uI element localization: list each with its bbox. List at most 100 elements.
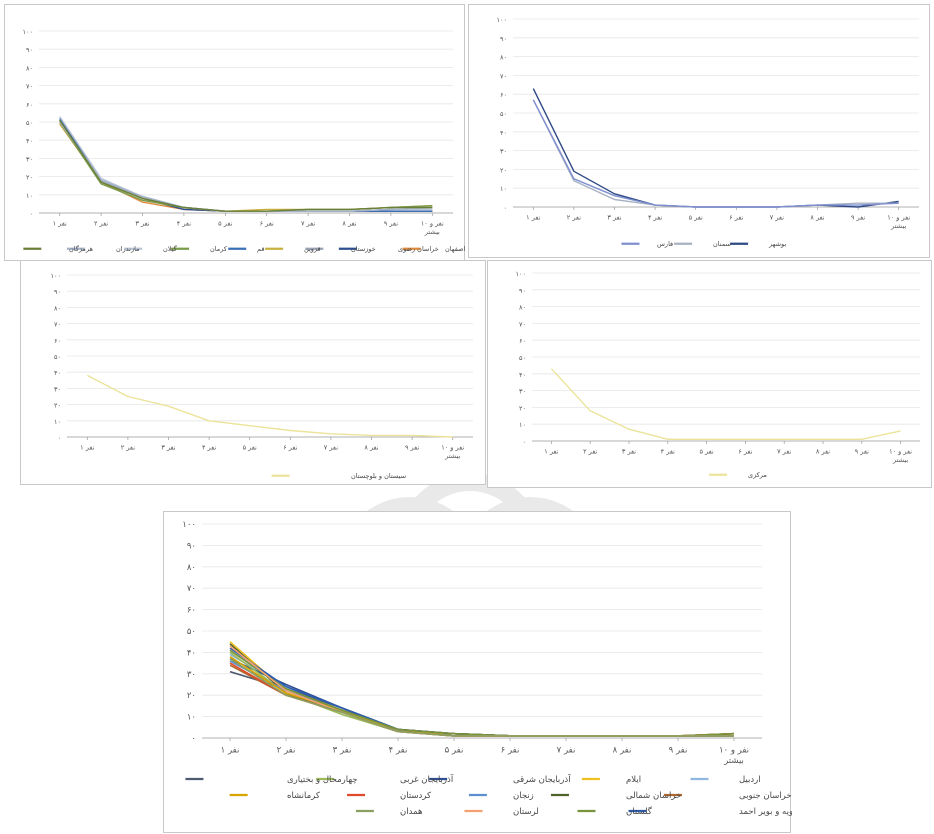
series-line <box>59 123 433 212</box>
x-tick-label: ۷ نفر <box>777 448 791 456</box>
x-tick-label: ۱ نفر <box>544 448 558 456</box>
legend-label: خراسان رضوی <box>398 245 439 253</box>
x-tick-label: ۶ نفر <box>283 444 297 452</box>
series-line <box>532 99 899 208</box>
series-line <box>59 121 433 212</box>
y-tick-label: ۵۰ <box>187 627 196 637</box>
chart-panel-middle-left: ۰ ۱۰ ۲۰ ۳۰ ۴۰ ۵۰ ۶۰ ۷۰ ۸۰ ۹۰ ۱۰۰ ۱ نفر ۲ نفر ۳ نفر ۴ ن… <box>20 260 486 485</box>
y-tick-label: ۱۰۰ <box>516 270 526 278</box>
legend-label: مرکزی <box>748 471 767 479</box>
x-tick-label: ۱۰ نفر و بیشتر <box>441 444 464 461</box>
x-tick-label: ۸ نفر <box>810 214 824 222</box>
y-tick-label: ۹۰ <box>500 35 507 43</box>
series-line <box>550 368 901 440</box>
chart-panel-middle-right: ۰ ۱۰ ۲۰ ۳۰ ۴۰ ۵۰ ۶۰ ۷۰ ۸۰ ۹۰ ۱۰۰ ۱ نفر ۲ نفر ۳ نفر ۴ ن… <box>487 260 932 488</box>
y-tick-label: ۳۰ <box>500 148 507 156</box>
y-tick-label: ۰ <box>523 438 527 446</box>
y-tick-label: ۳۰ <box>519 388 526 396</box>
x-tick-label: ۳ نفر <box>333 746 352 756</box>
y-tick-label: ۱۰ <box>187 713 196 723</box>
legend-label: سیستان و بلوچستان <box>351 472 406 480</box>
legend-label: خوزستان <box>351 245 376 253</box>
chart-panel-top-left: ۰ ۱۰ ۲۰ ۳۰ ۴۰ ۵۰ ۶۰ ۷۰ ۸۰ ۹۰ ۱۰۰ ۱ نفر ۲ نفر ۳ نفر ۴ ن… <box>4 4 466 261</box>
chart-panel-top-right: ۰ ۱۰ ۲۰ ۳۰ ۴۰ ۵۰ ۶۰ ۷۰ ۸۰ ۹۰ ۱۰۰ ۱ نفر ۲ نفر ۳ نفر ۴ ن… <box>468 4 930 258</box>
x-tick-label: ۵ نفر <box>689 214 703 222</box>
series-line <box>229 645 734 737</box>
legend-label: آذربایجان غربی <box>400 773 454 785</box>
y-tick-label: ۱۰۰ <box>23 28 33 36</box>
line-chart-middle-left: ۰ ۱۰ ۲۰ ۳۰ ۴۰ ۵۰ ۶۰ ۷۰ ۸۰ ۹۰ ۱۰۰ ۱ نفر ۲ نفر ۳ نفر ۴ ن… <box>51 272 473 480</box>
y-tick-label: ۱۰ <box>54 418 61 426</box>
x-tick-label: ۷ نفر <box>770 214 784 222</box>
x-tick-label: ۴ نفر <box>202 444 216 452</box>
legend-label: زنجان <box>513 791 534 801</box>
y-tick-label: ۰ <box>30 210 34 218</box>
legend-label: خراسان جنوبی <box>739 791 792 801</box>
line-chart-top-left: ۰ ۱۰ ۲۰ ۳۰ ۴۰ ۵۰ ۶۰ ۷۰ ۸۰ ۹۰ ۱۰۰ ۱ نفر ۲ نفر ۳ نفر ۴ ن… <box>23 28 466 253</box>
x-tick-label: ۹ نفر <box>384 220 398 228</box>
x-tick-label: ۸ نفر <box>342 220 356 228</box>
series-line <box>229 643 734 737</box>
y-tick-label: ۴۰ <box>26 137 33 145</box>
legend-label: اصفهان <box>445 245 466 253</box>
legend-label: مازندران <box>116 245 140 253</box>
x-tick-label: ۱۰ نفر و بیشتر <box>889 448 912 465</box>
x-tick-label: ۸ نفر <box>613 746 632 756</box>
x-tick-label: ۵ نفر <box>218 220 232 228</box>
y-tick-label: ۹۰ <box>187 541 196 551</box>
y-tick-label: ۰ <box>504 204 508 212</box>
chart-panel-bottom: ۰ ۱۰ ۲۰ ۳۰ ۴۰ ۵۰ ۶۰ ۷۰ ۸۰ ۹۰ ۱۰۰ ۱ نفر ۲ نفر ۳ نفر ۴ ن… <box>163 511 792 833</box>
series-line <box>59 121 433 212</box>
x-tick-label: ۴ نفر <box>177 220 191 228</box>
y-tick-label: ۷۰ <box>26 83 33 91</box>
x-tick-label: ۶ نفر <box>729 214 743 222</box>
x-tick-label: ۱ نفر <box>526 214 540 222</box>
x-tick-label: ۱۰ نفر و بیشتر <box>719 746 749 767</box>
x-tick-label: ۱۰ نفر و بیشتر <box>421 220 444 237</box>
legend-label: فارس <box>657 240 673 248</box>
x-tick-label: ۷ نفر <box>557 746 576 756</box>
legend-label: کردستان <box>400 791 432 801</box>
x-tick-label: ۲ نفر <box>94 220 108 228</box>
y-tick-label: ۵۰ <box>500 110 507 118</box>
x-tick-label: ۹ نفر <box>855 448 869 456</box>
y-tick-label: ۱۰۰ <box>51 272 61 280</box>
y-tick-label: ۷۰ <box>519 320 526 328</box>
x-tick-label: ۱۰ نفر و بیشتر <box>887 214 910 231</box>
legend-label: سمنان <box>713 240 731 248</box>
x-tick-label: ۹ نفر <box>405 444 419 452</box>
x-tick-label: ۵ نفر <box>243 444 257 452</box>
series-line <box>532 88 899 208</box>
x-tick-label: ۶ نفر <box>260 220 274 228</box>
x-tick-label: ۲ نفر <box>567 214 581 222</box>
series-line <box>59 119 433 212</box>
x-tick-label: ۴ نفر <box>648 214 662 222</box>
x-tick-label: ۳ نفر <box>161 444 175 452</box>
x-tick-label: ۴ نفر <box>661 448 675 456</box>
legend-label: اردبیل <box>739 775 761 785</box>
legend-label: گیلان <box>163 245 178 253</box>
y-tick-label: ۷۰ <box>187 584 196 594</box>
series-line <box>59 121 433 212</box>
y-tick-label: ۸۰ <box>519 304 526 312</box>
y-tick-label: ۴۰ <box>519 371 526 379</box>
y-tick-label: ۳۰ <box>187 670 196 680</box>
y-tick-label: ۶۰ <box>519 337 526 345</box>
series-line <box>59 119 433 212</box>
x-tick-label: ۶ نفر <box>501 746 520 756</box>
y-tick-label: ۴۰ <box>54 369 61 377</box>
legend-label: کرمان <box>210 245 228 253</box>
x-tick-label: ۴ نفر <box>389 746 408 756</box>
series-line <box>532 99 899 208</box>
x-tick-label: ۹ نفر <box>669 746 688 756</box>
y-tick-label: ۱۰۰ <box>182 520 196 530</box>
y-tick-label: ۵۰ <box>26 119 33 127</box>
legend-label: لرستان <box>513 807 539 817</box>
x-tick-label: ۱ نفر <box>80 444 94 452</box>
x-tick-label: ۹ نفر <box>851 214 865 222</box>
y-tick-label: ۸۰ <box>187 563 196 573</box>
y-tick-label: ۲۰ <box>54 402 61 410</box>
y-tick-label: ۶۰ <box>500 91 507 99</box>
y-tick-label: ۶۰ <box>187 606 196 616</box>
x-tick-label: ۳ نفر <box>135 220 149 228</box>
